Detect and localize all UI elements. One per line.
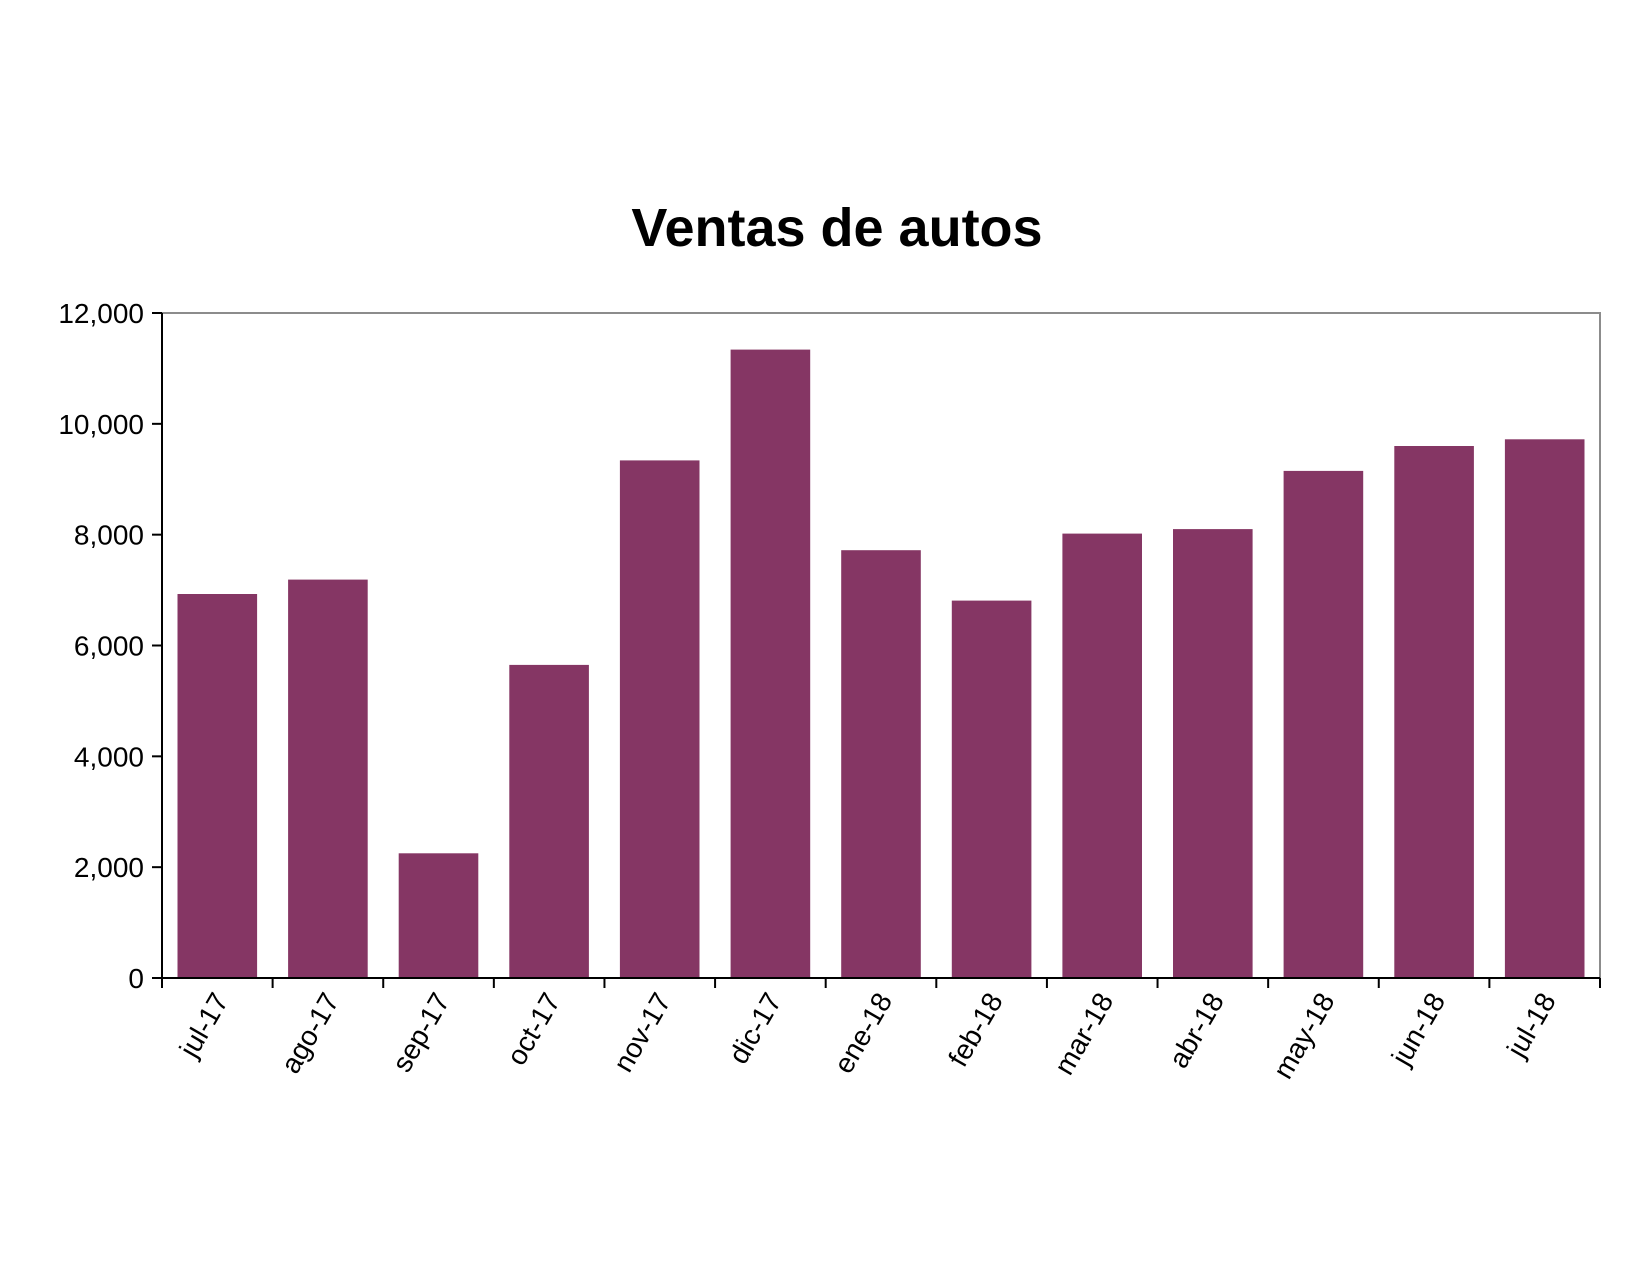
y-tick-label: 8,000 xyxy=(74,520,144,551)
bar-ago-17 xyxy=(288,579,368,978)
x-axis: jul-17 ago-17 sep-17 oct-17 nov-17 dic-17 ene-… xyxy=(161,977,1601,1084)
x-tick-label: nov-17 xyxy=(607,988,677,1078)
y-tick-label: 0 xyxy=(128,963,144,994)
bar-mar-18 xyxy=(1062,533,1142,978)
x-tick-label: jul-18 xyxy=(1500,988,1562,1064)
bar-oct-17 xyxy=(509,664,589,978)
bars xyxy=(177,349,1585,979)
bar-jul-18 xyxy=(1504,439,1585,978)
bar-nov-17 xyxy=(619,460,700,978)
x-tick-label: mar-18 xyxy=(1048,988,1119,1080)
x-tick-label: oct-17 xyxy=(501,988,567,1071)
x-tick-label: jul-17 xyxy=(173,988,235,1064)
bar-feb-18 xyxy=(951,600,1032,978)
x-tick-label: dic-17 xyxy=(723,988,788,1070)
y-tick-label: 6,000 xyxy=(74,631,144,662)
bar-jul-17 xyxy=(177,594,258,978)
x-tick-label: abr-18 xyxy=(1163,988,1230,1074)
bar-sep-17 xyxy=(398,853,479,978)
y-tick-label: 4,000 xyxy=(74,741,144,772)
y-axis: 0 2,000 4,000 6,000 8,000 10,000 12,000 xyxy=(58,298,163,994)
bar-may-18 xyxy=(1283,470,1364,978)
x-tick-label: ago-17 xyxy=(275,988,345,1079)
x-tick-label: feb-18 xyxy=(942,988,1009,1072)
bar-jun-18 xyxy=(1394,446,1474,978)
chart-title: Ventas de autos xyxy=(631,198,1042,258)
x-tick-label: may-18 xyxy=(1267,988,1341,1084)
y-tick-label: 10,000 xyxy=(58,409,144,440)
x-tick-label: jun-18 xyxy=(1385,988,1451,1072)
y-tick-label: 12,000 xyxy=(58,298,144,329)
bar-ene-18 xyxy=(841,550,921,978)
x-tick-label: ene-18 xyxy=(828,988,898,1079)
y-tick-label: 2,000 xyxy=(74,852,144,883)
bar-dic-17 xyxy=(730,349,811,979)
x-tick-label: sep-17 xyxy=(386,988,456,1078)
bar-abr-18 xyxy=(1173,529,1253,978)
